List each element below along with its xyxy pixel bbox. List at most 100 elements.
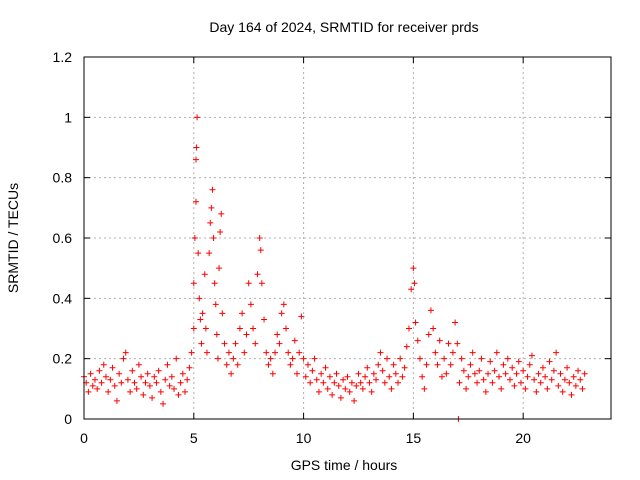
data-point [419, 373, 426, 380]
data-point [302, 373, 309, 380]
data-point [168, 373, 175, 380]
data-point [175, 391, 182, 398]
data-point [410, 265, 417, 272]
data-point [579, 385, 586, 392]
data-point [337, 394, 344, 401]
data-point [502, 370, 509, 377]
data-point [498, 385, 505, 392]
data-point [202, 325, 209, 332]
data-point [493, 349, 500, 356]
data-point [267, 355, 274, 362]
data-point [232, 340, 239, 347]
data-point [561, 376, 568, 383]
data-point [300, 355, 307, 362]
data-point [293, 370, 300, 377]
data-point [480, 376, 487, 383]
data-point [487, 358, 494, 365]
data-point [465, 373, 472, 380]
data-point [500, 361, 507, 368]
data-point [208, 204, 215, 211]
data-point [289, 355, 296, 362]
data-point [198, 340, 205, 347]
data-point [298, 313, 305, 320]
data-point [421, 385, 428, 392]
data-point [96, 367, 103, 374]
data-point [557, 370, 564, 377]
data-point [287, 361, 294, 368]
data-point [217, 228, 224, 235]
data-point [313, 376, 320, 383]
y-tick-label: 0.6 [53, 230, 73, 246]
data-point [122, 349, 129, 356]
data-point [166, 382, 173, 389]
data-point [405, 325, 412, 332]
data-point [386, 373, 393, 380]
data-point [362, 373, 369, 380]
data-point [116, 370, 123, 377]
data-point [375, 361, 382, 368]
data-point [478, 355, 485, 362]
data-point [322, 364, 329, 371]
x-tick-label: 10 [296, 430, 312, 446]
data-point [553, 349, 560, 356]
data-point [111, 382, 118, 389]
data-point [186, 364, 193, 371]
data-point [140, 391, 147, 398]
data-point [127, 388, 134, 395]
data-point [333, 370, 340, 377]
data-point [149, 394, 156, 401]
data-point [87, 370, 94, 377]
data-point [489, 379, 496, 386]
data-point [272, 349, 279, 356]
data-point [449, 349, 456, 356]
data-point [366, 379, 373, 386]
data-point [214, 355, 221, 362]
data-point [188, 349, 195, 356]
data-point [577, 376, 584, 383]
data-point [528, 352, 535, 359]
data-point [243, 331, 250, 338]
data-point [213, 331, 220, 338]
data-point [171, 385, 178, 392]
data-point [201, 271, 208, 278]
data-point [474, 379, 481, 386]
data-point [164, 361, 171, 368]
data-point [353, 382, 360, 389]
data-point [261, 316, 268, 323]
data-point [533, 388, 540, 395]
data-point [511, 382, 518, 389]
x-axis-label: GPS time / hours [291, 457, 398, 473]
data-point [203, 349, 210, 356]
data-point [276, 340, 283, 347]
data-point [228, 370, 235, 377]
data-point [456, 379, 463, 386]
data-point [416, 355, 423, 362]
data-point [315, 388, 322, 395]
data-point [146, 382, 153, 389]
data-point [207, 219, 214, 226]
data-point [384, 355, 391, 362]
data-point [311, 355, 318, 362]
data-point [381, 379, 388, 386]
data-point [566, 379, 573, 386]
data-point [397, 355, 404, 362]
data-point [526, 361, 533, 368]
data-point [401, 364, 408, 371]
data-point [564, 364, 571, 371]
data-point [351, 397, 358, 404]
y-tick-label: 1 [64, 109, 72, 125]
data-point [209, 186, 216, 193]
data-point [212, 301, 219, 308]
data-point [283, 325, 290, 332]
data-point [377, 349, 384, 356]
data-point [102, 373, 109, 380]
data-point [210, 235, 217, 241]
data-point [257, 247, 264, 254]
data-point [230, 355, 237, 362]
axis-ticks: 0 0.2 0.4 0.6 0.8 1 1.2 0 5 10 15 20 [53, 49, 611, 446]
x-tick-label: 5 [190, 430, 198, 446]
data-point [447, 361, 454, 368]
data-point [184, 376, 191, 383]
data-point [206, 250, 213, 257]
data-point [348, 379, 355, 386]
